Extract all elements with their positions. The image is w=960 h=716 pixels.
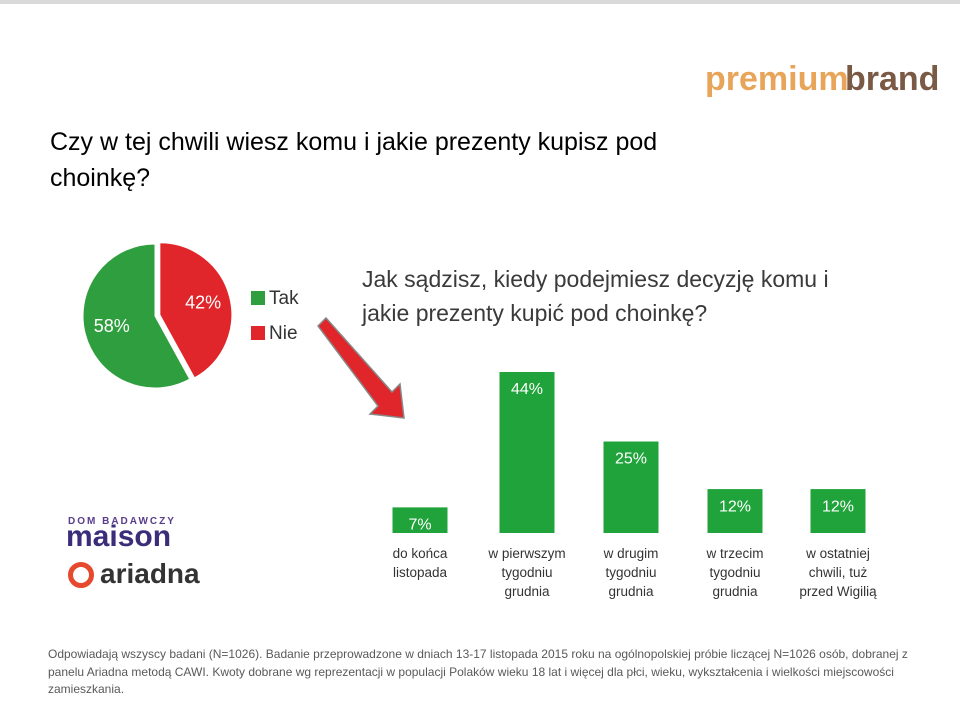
pie-value-label: 42% <box>185 292 221 312</box>
bar-value-label: 7% <box>408 517 431 534</box>
logo-ariadna: ariadna <box>100 558 200 589</box>
bar <box>499 372 555 533</box>
top-border <box>0 0 960 4</box>
logo-maison-top: DOM BADAWCZY <box>68 516 176 527</box>
x-category-label: do końca listopada <box>392 546 448 580</box>
legend-swatch <box>251 326 265 340</box>
bar <box>707 489 763 533</box>
x-category-label: w pierwszym tygodniu grudnia <box>488 546 566 599</box>
logo-premium: premium <box>705 60 849 98</box>
pie-slice <box>82 243 191 389</box>
x-category-label: w trzecim tygodniu grudnia <box>706 546 764 599</box>
legend-swatch <box>251 291 265 305</box>
bar <box>603 441 659 533</box>
bar-value-label: 44% <box>511 381 543 398</box>
logo-maison: maison <box>66 520 172 553</box>
bar-value-label: 25% <box>615 451 647 468</box>
legend-label: Nie <box>269 323 298 344</box>
pie-value-label: 58% <box>94 316 130 336</box>
x-category-label: w ostatniej chwili, tuż przed Wigilią <box>799 546 877 599</box>
bar-value-label: 12% <box>719 498 751 515</box>
logo-ariadna-icon <box>68 562 94 588</box>
bar <box>392 507 448 533</box>
logo-brand: brand <box>845 60 940 98</box>
legend-label: Tak <box>269 288 299 309</box>
bar <box>810 489 866 533</box>
pie-slice <box>159 242 233 379</box>
bar-value-label: 12% <box>822 498 854 515</box>
x-category-label: w drugim tygodniu grudnia <box>603 546 659 599</box>
arrow <box>317 316 405 419</box>
bar-title: Jak sądzisz, kiedy podejmiesz decyzję ko… <box>362 266 829 326</box>
slide-title: Czy w tej chwili wiesz komu i jakie prez… <box>50 128 658 192</box>
footnote: Odpowiadają wszyscy badani (N=1026). Bad… <box>48 647 908 696</box>
